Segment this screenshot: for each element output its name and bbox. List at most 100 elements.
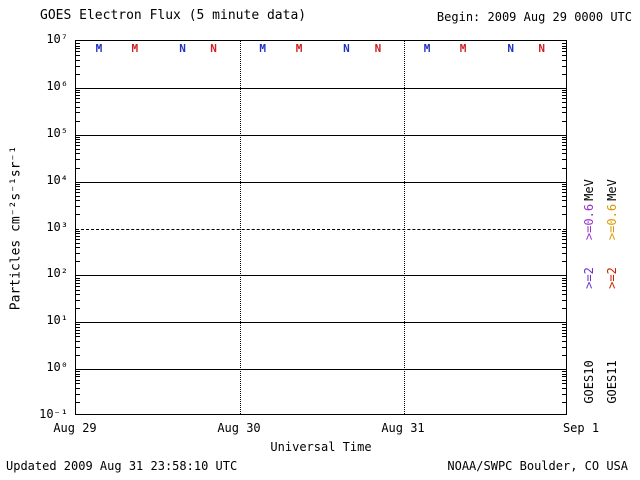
minor-tick [562,340,566,342]
status-letter: N [343,42,350,55]
x-tick-label: Aug 30 [217,421,261,435]
minor-tick [76,73,80,75]
y-tick-label: 10¹ [46,313,68,328]
minor-tick [76,43,80,45]
status-letter: M [423,42,431,55]
minor-tick [562,326,566,328]
minor-tick [76,373,80,375]
minor-tick [76,279,80,281]
minor-tick [562,235,566,237]
minor-tick [562,206,566,208]
minor-tick [562,92,566,94]
minor-tick [562,167,566,169]
legend-threshold: >=0.6 [582,203,596,241]
minor-tick [76,145,80,147]
minor-tick [562,200,566,202]
minor-tick [562,106,566,108]
gridline-10e4 [76,181,566,183]
minor-tick [76,136,80,138]
minor-tick [76,379,80,381]
minor-tick [562,183,566,185]
minor-tick [76,233,80,234]
minor-tick [562,379,566,381]
status-letter: M [259,42,267,55]
legend-satellite: GOES11 [605,360,619,404]
minor-tick [562,148,566,150]
minor-tick [562,233,566,234]
minor-tick [562,45,566,47]
minor-tick [76,188,80,190]
minor-tick [76,98,80,100]
minor-tick [76,261,80,263]
minor-tick [76,393,80,395]
minor-tick [562,383,566,385]
minor-tick [76,95,80,97]
minor-tick [76,45,80,47]
minor-tick [76,299,80,301]
minor-tick [76,247,80,249]
minor-tick [76,92,80,94]
minor-tick [76,387,80,389]
gridline-10e6 [76,87,566,89]
minor-tick [76,355,80,356]
minor-tick [76,242,80,244]
minor-tick [76,200,80,202]
gridline-10e0 [76,369,566,371]
status-letter: M [459,42,467,55]
minor-tick [76,214,80,216]
minor-tick [76,195,80,197]
minor-tick [76,277,80,279]
status-letter: M [131,42,139,55]
minor-tick [76,346,80,348]
minor-tick [562,186,566,188]
minor-tick [76,102,80,103]
minor-tick [562,214,566,216]
minor-tick [76,51,80,53]
day-boundary-line [404,41,405,414]
legend-unit: MeV [605,179,619,201]
minor-tick [76,153,80,155]
gridline-10e3 [76,228,566,230]
status-letter: N [210,42,217,55]
x-tick-label: Aug 29 [53,421,97,435]
minor-tick [76,294,80,295]
minor-tick [562,112,566,114]
minor-tick [76,336,80,338]
minor-tick [562,238,566,240]
minor-tick [562,329,566,331]
minor-tick [562,95,566,97]
minor-tick [562,139,566,141]
minor-tick [76,285,80,287]
minor-tick [562,136,566,138]
minor-tick [562,153,566,155]
minor-tick [562,51,566,53]
updated-timestamp: Updated 2009 Aug 31 23:58:10 UTC [6,459,238,473]
minor-tick [562,285,566,287]
minor-tick [76,340,80,342]
minor-tick [562,279,566,281]
minor-tick [76,371,80,373]
minor-tick [562,102,566,103]
day-boundary-line [240,41,241,414]
minor-tick [562,43,566,45]
y-tick-label: 10⁻¹ [39,407,68,421]
minor-tick [76,65,80,67]
x-tick-label: Aug 31 [381,421,425,435]
minor-tick [76,167,80,169]
minor-tick [76,186,80,188]
legend-threshold: >=0.6 [605,203,619,241]
y-tick-label: 10³ [46,219,68,234]
minor-tick [76,308,80,310]
minor-tick [76,90,80,91]
minor-tick [562,324,566,326]
minor-tick [562,289,566,291]
minor-tick [562,401,566,403]
y-tick-label: 10² [46,266,68,281]
minor-tick [76,142,80,143]
minor-tick [76,383,80,385]
minor-tick [562,282,566,284]
legend-unit: MeV [582,179,596,201]
minor-tick [562,59,566,61]
x-tick-label: Sep 1 [562,421,600,435]
